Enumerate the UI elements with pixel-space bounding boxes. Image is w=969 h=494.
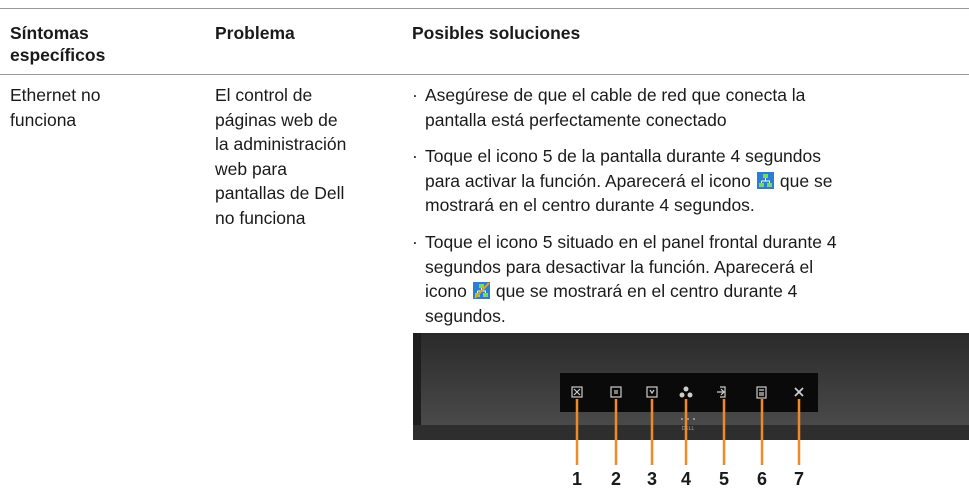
header-cell: Problema	[215, 23, 295, 43]
callout-number: 1	[572, 469, 582, 489]
bezel	[413, 425, 969, 440]
cell-line: funciona	[10, 109, 77, 130]
text-segment: que se	[779, 170, 833, 191]
bullet: ·	[412, 146, 418, 166]
text-segment: segundos para desactivar la función. Apa…	[425, 256, 814, 277]
cell-line: la administración	[215, 134, 347, 154]
cell-line: Toque el icono 5 de la pantalla durante …	[425, 144, 821, 169]
text-segment: segundos.	[425, 305, 506, 326]
monitor-figure: DELL 1 2 3 4 5 6 7	[413, 333, 969, 489]
text-segment: para activar la función. Aparecerá el ic…	[425, 170, 751, 191]
cell-line: segundos para desactivar la función. Apa…	[425, 255, 813, 280]
header-cell: Posibles soluciones	[412, 23, 581, 43]
bullet: ·	[412, 232, 418, 252]
text-segment: Toque el icono 5 situado en el panel fro…	[425, 232, 837, 252]
cell-line: icono que se mostrará en el centro durant…	[425, 279, 797, 304]
cell-line: web para	[215, 158, 287, 179]
bullet: ·	[412, 85, 418, 105]
cell-line: pantalla está perfectamente conectado	[425, 108, 727, 133]
cell-line: mostrará en el centro durante 4 segundos…	[425, 193, 755, 218]
callout-number: 7	[794, 469, 804, 489]
callout-number: 3	[647, 469, 657, 489]
header-cell: Síntomas específicos	[10, 23, 106, 65]
header-rule	[0, 74, 969, 75]
network-icon	[756, 171, 774, 189]
text-segment: icono	[425, 281, 467, 301]
cell-line: páginas web de	[215, 109, 338, 130]
callout-number: 6	[757, 469, 767, 489]
callout-number: 4	[681, 469, 691, 489]
cell-line: para activar la función. Aparecerá el ic…	[425, 169, 832, 194]
network-off-icon	[472, 282, 490, 299]
cell-line: no funciona	[215, 207, 306, 228]
text-segment: Asegúrese de que el cable de red que con…	[425, 85, 806, 105]
callout-number: 5	[719, 469, 729, 489]
logo: DELL	[682, 426, 695, 432]
callout-number: 2	[611, 469, 621, 489]
cell-line: El control de	[215, 85, 313, 105]
button-bar	[560, 373, 818, 412]
text-segment: pantalla está perfectamente conectado	[425, 109, 727, 130]
cell-line: pantallas de Dell	[215, 183, 345, 203]
cell-line: Ethernet no	[10, 85, 101, 105]
top-rule	[0, 8, 969, 9]
text-segment: Toque el icono 5 de la pantalla durante …	[425, 146, 821, 166]
cell-line: Toque el icono 5 situado en el panel fro…	[425, 230, 837, 255]
cell-line: segundos.	[425, 304, 506, 329]
text-segment: mostrará en el centro durante 4 segundos…	[425, 195, 755, 215]
text-segment: que se mostrará en el centro durante 4	[495, 281, 798, 301]
cell-line: Asegúrese de que el cable de red que con…	[425, 83, 805, 108]
